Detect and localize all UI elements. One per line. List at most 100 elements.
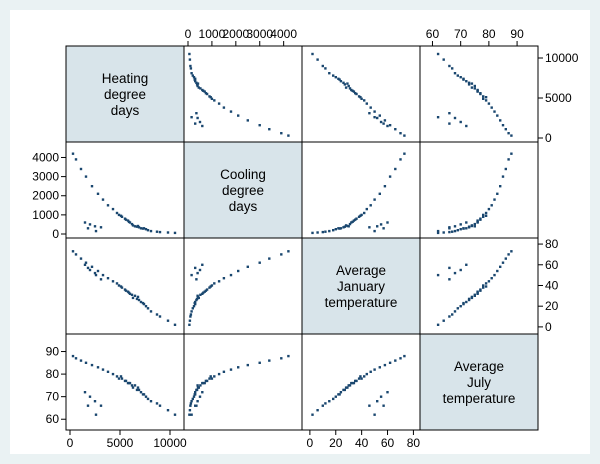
data-point xyxy=(203,381,206,385)
data-point xyxy=(453,225,457,228)
data-point xyxy=(188,323,191,326)
data-point xyxy=(191,397,194,401)
scatter-cell-0-3 xyxy=(419,45,539,143)
data-point xyxy=(158,315,162,318)
data-point xyxy=(493,110,496,113)
tick-label: 40 xyxy=(545,278,559,292)
data-point xyxy=(71,250,75,253)
data-point xyxy=(202,381,205,385)
tick-label: 0 xyxy=(185,27,192,41)
data-point xyxy=(378,192,381,195)
data-point xyxy=(115,282,119,285)
data-point xyxy=(482,213,485,217)
data-point xyxy=(83,263,87,266)
data-point xyxy=(470,295,474,299)
data-point xyxy=(456,74,459,77)
data-point xyxy=(84,361,88,364)
tick-label: 40 xyxy=(355,436,369,450)
data-point xyxy=(373,110,376,113)
data-point xyxy=(467,83,471,86)
data-point xyxy=(196,386,200,389)
data-point xyxy=(311,231,314,235)
data-point xyxy=(473,87,476,90)
data-point xyxy=(146,229,150,232)
data-point xyxy=(213,99,216,102)
data-point xyxy=(436,273,440,277)
scatter-cell-2-0 xyxy=(65,237,185,335)
data-point xyxy=(316,231,319,234)
data-point xyxy=(188,58,192,61)
tick-label: 60 xyxy=(545,258,559,272)
data-point xyxy=(106,370,110,373)
data-point xyxy=(111,207,115,211)
data-point xyxy=(504,128,507,131)
data-point xyxy=(342,226,345,229)
data-point xyxy=(348,384,352,387)
data-point xyxy=(328,229,331,233)
data-point xyxy=(459,76,462,79)
variable-label: Average xyxy=(454,359,504,374)
data-point xyxy=(479,218,482,221)
data-point xyxy=(280,132,283,135)
data-point xyxy=(137,226,141,229)
variable-label: Cooling xyxy=(220,167,266,182)
tick-label: 80 xyxy=(482,27,496,41)
data-point xyxy=(479,289,482,292)
data-point xyxy=(196,82,200,85)
data-point xyxy=(394,128,397,131)
data-point xyxy=(71,152,75,155)
data-point xyxy=(88,395,92,398)
data-point xyxy=(373,368,376,371)
data-point xyxy=(459,228,462,231)
data-point xyxy=(196,295,200,299)
data-point xyxy=(473,225,476,228)
data-point xyxy=(448,230,451,234)
data-point xyxy=(196,116,199,120)
data-point xyxy=(144,305,148,308)
data-point xyxy=(510,134,513,137)
data-point xyxy=(190,72,193,75)
data-point xyxy=(369,204,372,207)
data-point xyxy=(501,261,505,264)
data-point xyxy=(311,52,314,56)
data-point xyxy=(191,307,194,310)
data-point xyxy=(196,400,199,403)
data-point xyxy=(204,289,208,292)
data-point xyxy=(448,266,451,270)
data-point xyxy=(465,124,468,128)
data-point xyxy=(328,72,331,75)
data-point xyxy=(120,377,124,380)
data-point xyxy=(94,229,98,233)
data-point xyxy=(496,269,499,273)
data-point xyxy=(448,226,451,229)
data-point xyxy=(79,167,83,171)
data-point xyxy=(347,384,350,387)
data-point xyxy=(499,185,502,188)
data-point xyxy=(155,313,159,316)
data-point xyxy=(119,214,123,217)
data-point xyxy=(198,395,202,398)
data-point xyxy=(342,388,345,392)
tick-label: 1000 xyxy=(199,27,226,41)
data-point xyxy=(324,67,327,70)
data-point xyxy=(287,134,290,137)
data-point xyxy=(96,269,100,273)
data-point xyxy=(199,384,202,387)
variable-label: days xyxy=(111,103,140,118)
data-point xyxy=(436,52,440,56)
data-point xyxy=(229,273,233,277)
tick-label: 70 xyxy=(454,27,468,41)
data-point xyxy=(210,377,214,380)
data-point xyxy=(365,372,368,376)
data-point xyxy=(190,310,193,313)
tick-label: 0 xyxy=(307,436,314,450)
variable-label: degree xyxy=(222,183,264,198)
data-point xyxy=(316,409,319,412)
diagonal-cell-2 xyxy=(301,237,421,335)
data-point xyxy=(496,114,499,117)
data-point xyxy=(192,395,196,398)
tick-label: 70 xyxy=(46,390,60,404)
tick-label: 1000 xyxy=(32,208,59,222)
data-point xyxy=(210,97,214,100)
data-point xyxy=(144,395,148,398)
